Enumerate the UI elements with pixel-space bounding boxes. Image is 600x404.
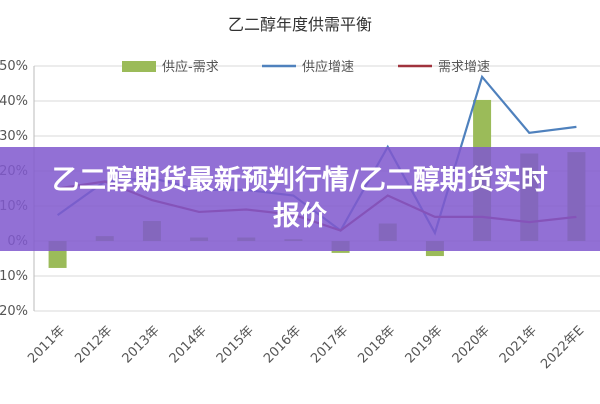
legend-label: 供应-需求 bbox=[162, 59, 219, 75]
legend-label: 供应增速 bbox=[302, 59, 354, 75]
banner: 乙二醇期货最新预判行情/乙二醇期货实时报价 bbox=[0, 147, 600, 251]
legend-swatch bbox=[122, 61, 156, 72]
y-tick-label: 50% bbox=[0, 59, 28, 74]
y-tick-label: -10% bbox=[0, 269, 28, 284]
x-tick-label: 2015年 bbox=[214, 323, 257, 366]
x-tick-label: 2012年 bbox=[72, 323, 115, 366]
x-tick-label: 2020年 bbox=[450, 323, 493, 366]
legend-label: 需求增速 bbox=[438, 60, 490, 75]
x-tick-label: 2021年 bbox=[497, 323, 540, 366]
x-tick-label: 2018年 bbox=[355, 323, 398, 366]
x-tick-label: 2019年 bbox=[403, 323, 446, 366]
y-tick-label: -20% bbox=[0, 304, 28, 319]
x-tick-label: 2016年 bbox=[261, 323, 304, 366]
x-tick-label: 2022年E bbox=[538, 323, 587, 372]
banner-title: 乙二醇期货最新预判行情/乙二醇期货实时报价 bbox=[52, 165, 548, 232]
y-tick-label: 40% bbox=[0, 94, 28, 109]
x-tick-label: 2017年 bbox=[308, 323, 351, 366]
x-tick-label: 2013年 bbox=[120, 323, 163, 366]
x-tick-label: 2011年 bbox=[25, 323, 68, 366]
chart-title: 乙二醇年度供需平衡 bbox=[228, 15, 372, 34]
y-tick-label: 30% bbox=[0, 129, 28, 144]
x-tick-label: 2014年 bbox=[167, 323, 210, 366]
